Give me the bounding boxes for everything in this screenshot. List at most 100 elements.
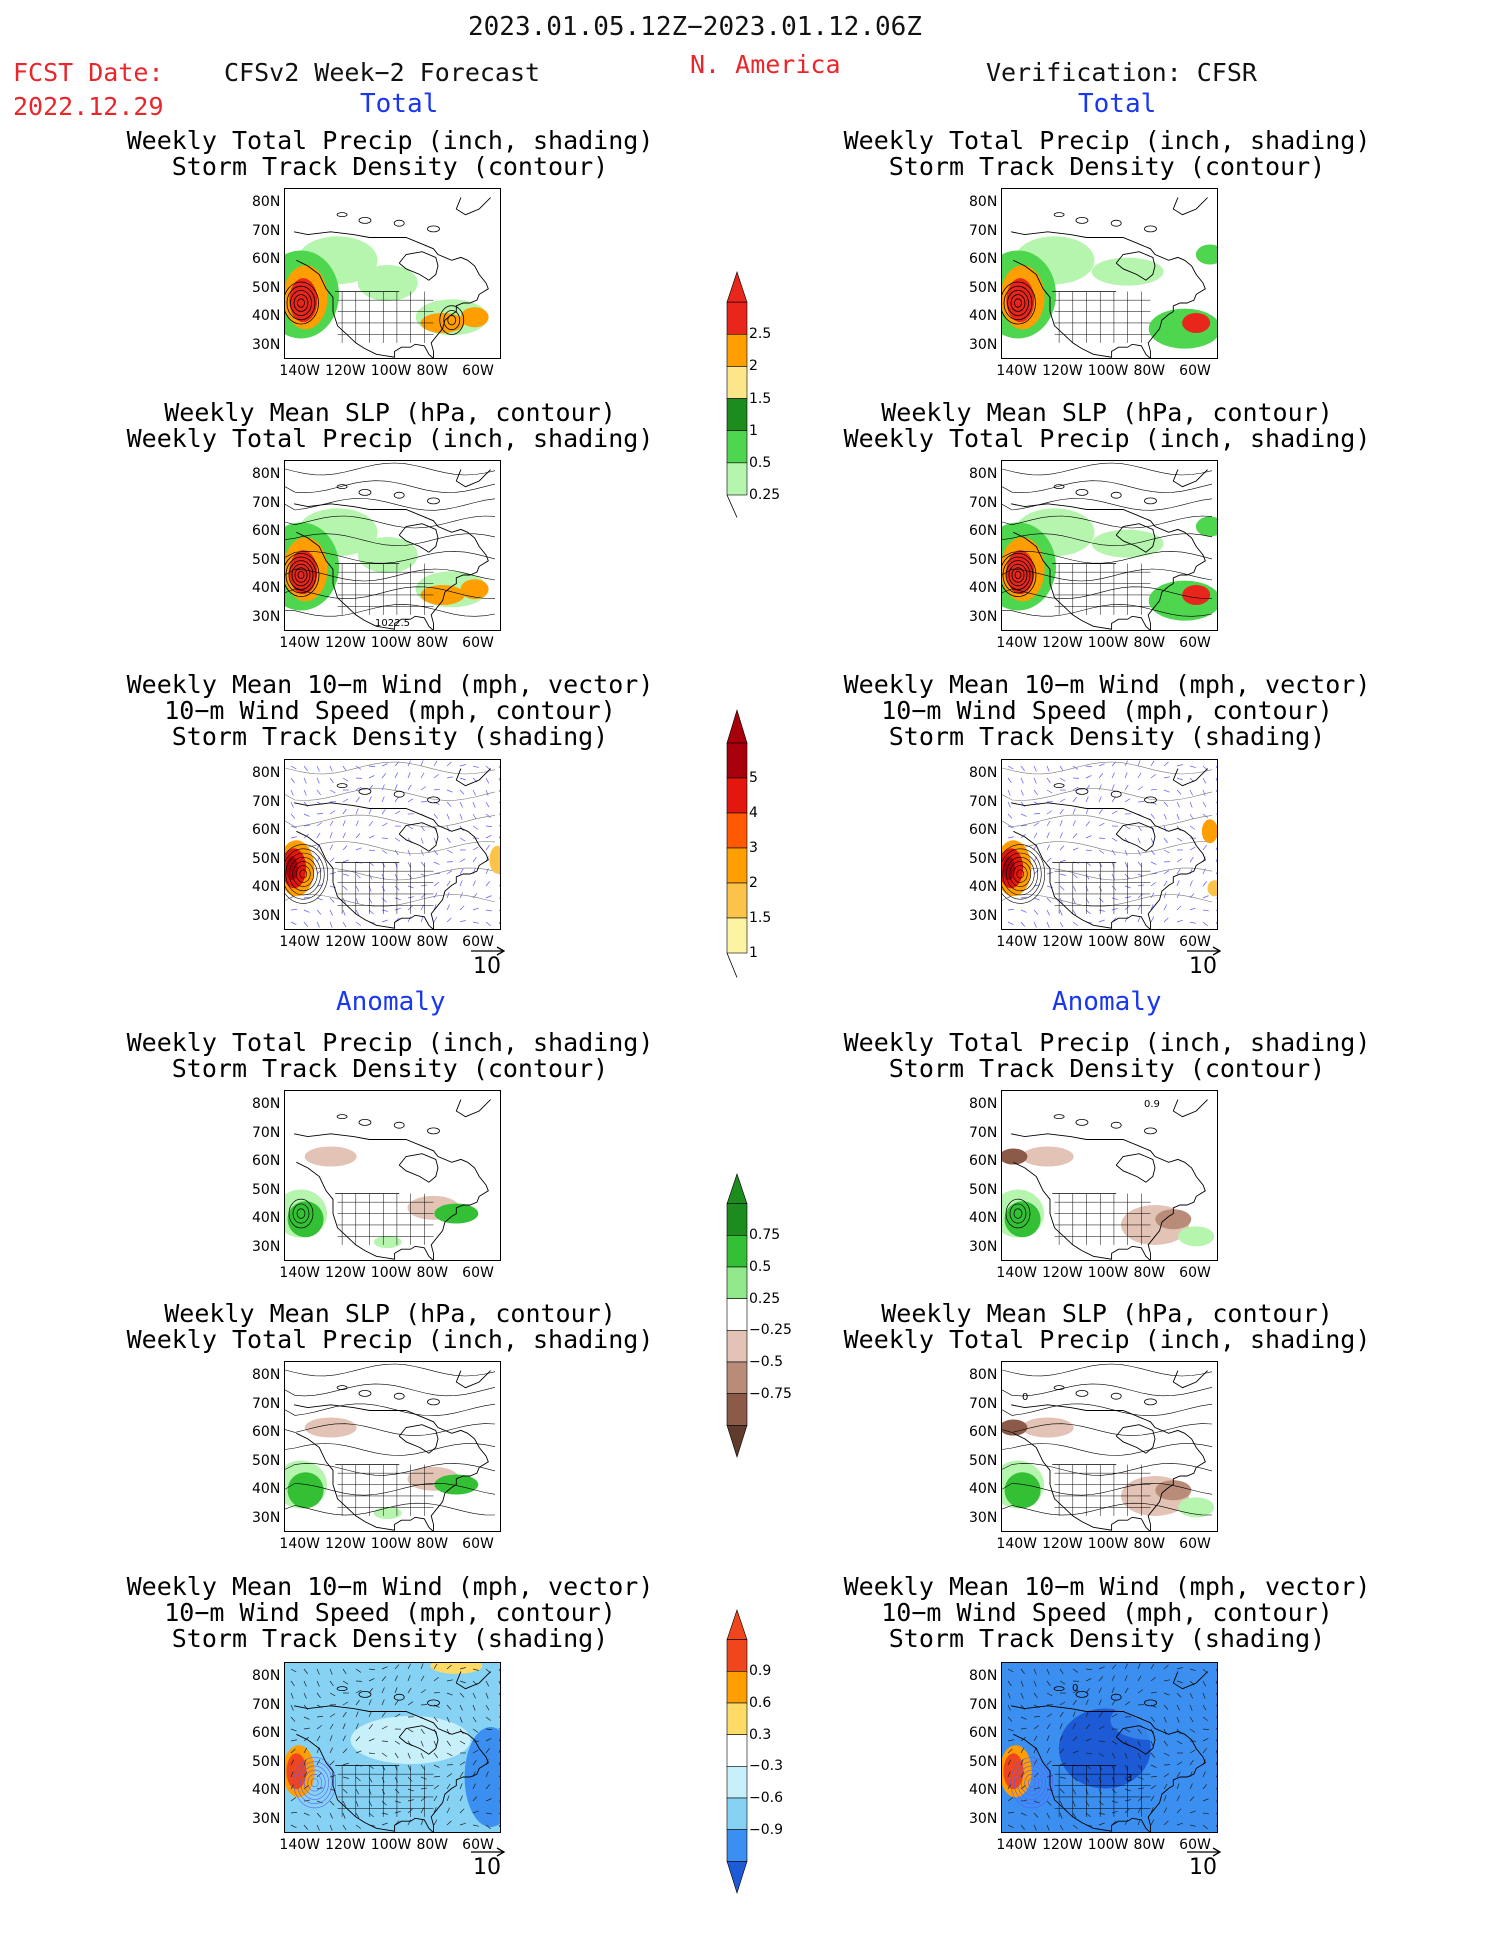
- panel-title-line: Storm Track Density (shading): [110, 724, 670, 749]
- lat-label: 40N: [252, 1210, 280, 1226]
- lon-label: 140W: [996, 934, 1037, 950]
- lon-label: 60W: [1179, 363, 1211, 379]
- colorbar-label: −0.5: [749, 1354, 783, 1370]
- lon-label: 100W: [371, 1837, 412, 1853]
- panel-title-line: Storm Track Density (contour): [110, 1056, 670, 1081]
- lon-label: 80W: [416, 635, 448, 651]
- panel-title-line: Weekly Mean SLP (hPa, contour): [110, 1301, 670, 1326]
- lat-label: 70N: [252, 223, 280, 239]
- lat-label: 30N: [252, 1510, 280, 1526]
- svg-text:3: 3: [1126, 1773, 1132, 1784]
- lon-label: 60W: [462, 635, 494, 651]
- colorbar-label: −0.6: [749, 1790, 783, 1806]
- panel-title-line: 10−m Wind Speed (mph, contour): [110, 1600, 670, 1625]
- lat-label: 70N: [969, 1697, 997, 1713]
- lat-label: 60N: [252, 1725, 280, 1741]
- date-range: 2023.01.05.12Z−2023.01.12.06Z: [468, 14, 922, 40]
- lat-label: 70N: [969, 794, 997, 810]
- panel-title-line: Weekly Total Precip (inch, shading): [827, 1030, 1387, 1055]
- lon-label: 100W: [371, 1265, 412, 1281]
- map-panel-tp-cfsr: [1001, 188, 1218, 359]
- panel-title-line: Weekly Total Precip (inch, shading): [110, 426, 670, 451]
- lon-label: 100W: [1088, 1265, 1129, 1281]
- lon-label: 80W: [416, 1265, 448, 1281]
- lat-label: 60N: [969, 1424, 997, 1440]
- lat-label: 70N: [969, 1396, 997, 1412]
- lon-label: 140W: [279, 934, 320, 950]
- panel-title-line: Weekly Mean 10−m Wind (mph, vector): [827, 1574, 1387, 1599]
- lon-label: 60W: [1179, 1265, 1211, 1281]
- lon-label: 120W: [1042, 1265, 1083, 1281]
- panel-title-line: Storm Track Density (shading): [110, 1626, 670, 1651]
- lat-label: 30N: [252, 908, 280, 924]
- colorbar-anom-precip: [725, 1172, 749, 1497]
- lat-label: 50N: [252, 851, 280, 867]
- lon-label: 80W: [1133, 934, 1165, 950]
- lat-label: 30N: [969, 1510, 997, 1526]
- panel-title-line: Weekly Mean SLP (hPa, contour): [110, 400, 670, 425]
- lat-label: 60N: [252, 1153, 280, 1169]
- lat-label: 50N: [969, 1182, 997, 1198]
- colorbar-label: 0.75: [749, 1227, 780, 1243]
- map-panel-aslp-fcst: [284, 1361, 501, 1532]
- lat-label: 60N: [252, 523, 280, 539]
- panel-title-line: Storm Track Density (shading): [827, 1626, 1387, 1651]
- lon-label: 80W: [1133, 363, 1165, 379]
- section-total-left: Total: [360, 91, 438, 117]
- panel-title-line: Weekly Mean 10−m Wind (mph, vector): [827, 672, 1387, 697]
- lon-label: 60W: [1179, 635, 1211, 651]
- map-panel-wt-fcst: [284, 759, 501, 930]
- panel-title-line: Weekly Total Precip (inch, shading): [110, 1327, 670, 1352]
- lon-label: 140W: [996, 363, 1037, 379]
- colorbar-label: 0.5: [749, 1259, 771, 1275]
- colorbar-label: 5: [749, 770, 758, 786]
- section-anomaly-right: Anomaly: [1052, 989, 1162, 1015]
- map-panel-tp-fcst: [284, 188, 501, 359]
- lat-label: 50N: [969, 1453, 997, 1469]
- lat-label: 30N: [969, 1811, 997, 1827]
- lat-label: 60N: [969, 523, 997, 539]
- lat-label: 60N: [969, 1153, 997, 1169]
- lat-label: 30N: [252, 609, 280, 625]
- panel-title-line: Weekly Mean 10−m Wind (mph, vector): [110, 672, 670, 697]
- lat-label: 30N: [969, 1239, 997, 1255]
- lon-label: 100W: [371, 934, 412, 950]
- lon-label: 80W: [1133, 1837, 1165, 1853]
- colorbar-label: −0.9: [749, 1822, 783, 1838]
- lat-label: 30N: [252, 1811, 280, 1827]
- map-panel-slp-fcst: 1022.5: [284, 460, 501, 631]
- lat-label: 70N: [252, 794, 280, 810]
- colorbar-label: 4: [749, 805, 758, 821]
- colorbar-label: 0.9: [749, 1663, 771, 1679]
- lon-label: 140W: [279, 363, 320, 379]
- lat-label: 40N: [969, 308, 997, 324]
- lat-label: 40N: [969, 1210, 997, 1226]
- lat-label: 80N: [969, 194, 997, 210]
- lat-label: 80N: [252, 1096, 280, 1112]
- lon-label: 120W: [325, 1265, 366, 1281]
- panel-title-line: Storm Track Density (contour): [110, 154, 670, 179]
- lat-label: 50N: [969, 280, 997, 296]
- lat-label: 30N: [969, 337, 997, 353]
- lon-label: 80W: [1133, 635, 1165, 651]
- colorbar-label: 0.25: [749, 1291, 780, 1307]
- colorbar-label: 0.6: [749, 1695, 771, 1711]
- panel-title-line: Weekly Total Precip (inch, shading): [827, 426, 1387, 451]
- lat-label: 40N: [969, 879, 997, 895]
- lon-label: 120W: [1042, 934, 1083, 950]
- lon-label: 120W: [1042, 1536, 1083, 1552]
- lon-label: 100W: [371, 363, 412, 379]
- lon-label: 140W: [279, 1536, 320, 1552]
- colorbar-label: 0.5: [749, 455, 771, 471]
- lon-label: 100W: [371, 1536, 412, 1552]
- lat-label: 50N: [969, 851, 997, 867]
- lat-label: 50N: [969, 1754, 997, 1770]
- lat-label: 80N: [969, 1367, 997, 1383]
- panel-title-line: Weekly Mean 10−m Wind (mph, vector): [110, 1574, 670, 1599]
- lon-label: 100W: [1088, 363, 1129, 379]
- panel-title-line: 10−m Wind Speed (mph, contour): [110, 698, 670, 723]
- colorbar-label: 1: [749, 423, 758, 439]
- lat-label: 40N: [252, 308, 280, 324]
- lon-label: 80W: [1133, 1536, 1165, 1552]
- colorbar-label: 1.5: [749, 391, 771, 407]
